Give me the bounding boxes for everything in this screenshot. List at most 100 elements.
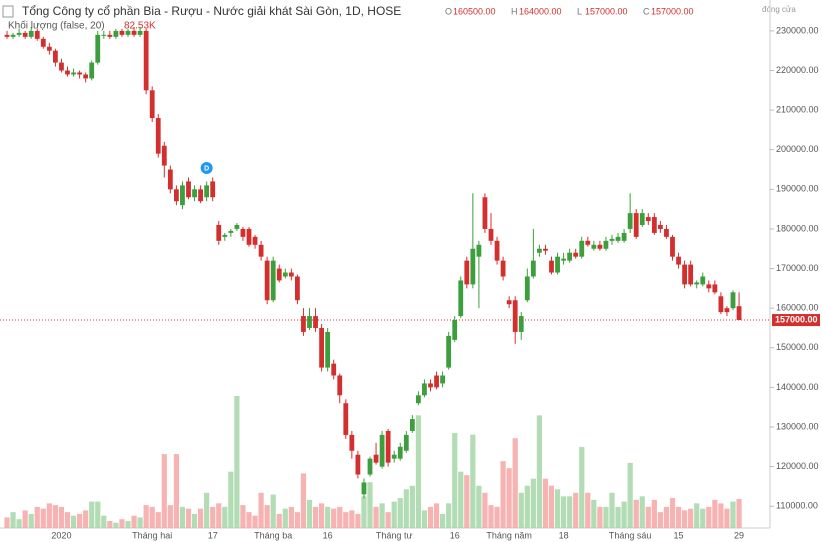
candle-body xyxy=(385,430,391,463)
volume-bar xyxy=(52,505,58,528)
x-tick-label: 16 xyxy=(323,530,333,540)
candle-body xyxy=(4,34,10,37)
candle-body xyxy=(373,454,379,463)
volume-bar xyxy=(669,498,676,528)
candle-body xyxy=(561,258,566,261)
volume-bar xyxy=(488,505,494,528)
volume-bar xyxy=(494,506,500,528)
volume-bar xyxy=(161,454,167,528)
y-tick-label: 200000.00 xyxy=(776,144,819,154)
volume-bar xyxy=(464,475,470,528)
candle-body xyxy=(270,260,276,301)
collapse-icon[interactable] xyxy=(2,5,14,18)
candle-body xyxy=(730,292,736,309)
ohlc-value: 164000.00 xyxy=(519,6,562,16)
candle-body xyxy=(313,316,318,328)
volume-bar xyxy=(397,498,403,528)
x-tick-label: Tháng ba xyxy=(254,530,292,540)
volume-bar xyxy=(675,506,682,528)
candle-body xyxy=(77,72,82,75)
candle-body xyxy=(282,272,288,277)
candle-body xyxy=(416,395,421,404)
volume-bar xyxy=(83,510,89,528)
volume-bar xyxy=(621,501,627,528)
y-tick-label: 230000.00 xyxy=(776,25,819,35)
candle-body xyxy=(155,118,161,154)
candle-body xyxy=(10,34,16,37)
candle-body xyxy=(252,236,258,245)
candle-body xyxy=(639,213,645,225)
volume-bar xyxy=(724,508,730,528)
candle-body xyxy=(664,228,669,237)
candle-body xyxy=(125,30,131,35)
volume-bar xyxy=(706,506,712,528)
x-tick-label: 2020 xyxy=(51,530,71,540)
volume-bar xyxy=(216,503,222,528)
candle-body xyxy=(482,197,488,229)
candle-body xyxy=(422,383,427,396)
volume-bar xyxy=(633,499,639,528)
ohlc-header: O 160500.00 H 164000.00 L 157000.00 C 157000.00 xyxy=(445,6,694,16)
x-tick-label: Tháng năm xyxy=(486,530,532,540)
volume-bar xyxy=(409,485,415,528)
volume-bar xyxy=(518,492,524,528)
volume-bar xyxy=(270,494,276,528)
candle-body xyxy=(609,238,615,241)
volume-bar xyxy=(64,512,71,528)
volume-bar xyxy=(240,505,246,528)
candle-body xyxy=(573,252,579,257)
candle-body xyxy=(16,32,22,35)
candle-body xyxy=(325,331,331,368)
volume-bar xyxy=(421,510,428,528)
x-tick-label: 18 xyxy=(559,530,569,540)
candle-body xyxy=(149,90,155,119)
volume-bar xyxy=(119,519,125,528)
x-tick-label: 17 xyxy=(208,530,218,540)
last-price-tag xyxy=(772,314,820,327)
candle-body xyxy=(34,30,40,39)
volume-bar xyxy=(113,522,119,528)
volume-bar xyxy=(712,499,718,528)
volume-bar xyxy=(331,508,337,528)
volume-bar xyxy=(282,508,288,528)
candle-body xyxy=(633,213,639,237)
volume-bar xyxy=(40,508,46,528)
volume-bar xyxy=(167,505,173,528)
volume-bar xyxy=(524,485,530,528)
candle-body xyxy=(107,34,113,37)
candle-body xyxy=(89,62,95,79)
candle-body xyxy=(694,282,700,285)
candle-body xyxy=(210,181,216,198)
y-tick-label: 180000.00 xyxy=(776,223,819,233)
candle-body xyxy=(530,260,536,277)
volume-bar xyxy=(512,438,518,528)
volume-bar xyxy=(22,510,28,528)
candle-body xyxy=(167,169,173,190)
volume-bar xyxy=(34,506,40,528)
candle-body xyxy=(543,248,548,251)
volume-bar xyxy=(530,478,536,528)
volume-bar xyxy=(252,515,258,528)
candle-body xyxy=(403,434,409,451)
volume-bar xyxy=(337,506,343,528)
x-tick-label: 29 xyxy=(734,530,744,540)
candle-body xyxy=(537,248,542,253)
ohlc-name: C xyxy=(643,6,650,16)
x-tick-label: Tháng hai xyxy=(132,530,172,540)
candle-body xyxy=(397,446,403,459)
candle-body xyxy=(440,375,445,384)
candle-body xyxy=(180,185,185,206)
candle-body xyxy=(615,236,621,241)
volume-bar xyxy=(627,462,633,528)
volume-bar xyxy=(415,415,421,528)
volume-bar xyxy=(542,478,549,528)
volume-bar xyxy=(427,506,434,528)
candle-body xyxy=(682,264,687,285)
volume-bar xyxy=(657,512,663,528)
volume-bar xyxy=(58,506,65,528)
volume-bar xyxy=(385,512,391,528)
volume-bar xyxy=(89,501,95,528)
volume-bar xyxy=(561,496,567,528)
volume-bar xyxy=(446,503,452,528)
